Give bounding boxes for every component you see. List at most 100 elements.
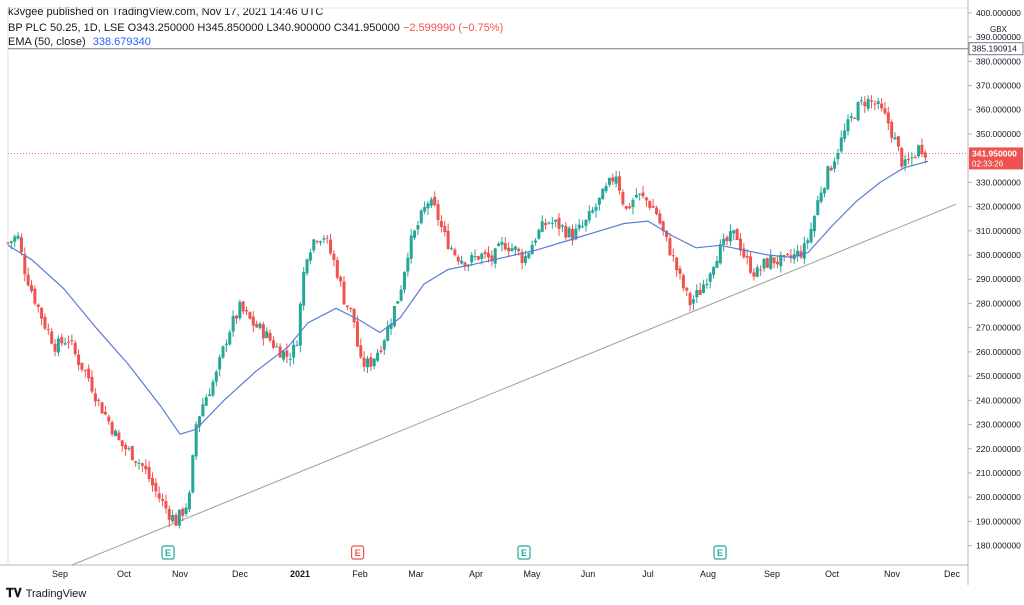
candle-body	[641, 192, 645, 197]
candle-body	[470, 255, 474, 263]
candle-body	[275, 346, 279, 348]
x-tick-label: Oct	[825, 569, 840, 579]
currency-label: GBX	[990, 25, 1008, 34]
candle-body	[712, 267, 716, 275]
candle-body	[36, 304, 40, 308]
last-price-label: 341.950000	[972, 148, 1017, 158]
candle-body	[594, 206, 598, 211]
candle-body	[715, 260, 719, 268]
candle-body	[866, 98, 870, 109]
candle-body	[557, 217, 561, 229]
candle-body	[285, 350, 289, 357]
earnings-marker-label: E	[717, 548, 723, 558]
candle-body	[675, 257, 679, 271]
candle-body	[671, 255, 675, 257]
y-tick-label: 180.000000	[976, 541, 1021, 551]
earnings-marker	[351, 545, 365, 560]
candle-body	[83, 369, 87, 371]
candle-body	[423, 207, 427, 212]
candle-body	[544, 223, 548, 226]
candle-body	[130, 446, 134, 461]
candle-body	[755, 267, 759, 277]
candle-body	[187, 492, 191, 510]
ema-legend[interactable]: EMA (50, close) 338.679340	[8, 36, 151, 48]
y-tick-label: 370.000000	[976, 80, 1021, 90]
candle-body	[416, 225, 420, 230]
y-tick-label: 200.000000	[976, 492, 1021, 502]
candle-body	[698, 289, 702, 295]
candle-body	[665, 230, 669, 238]
countdown-label: 02:33:26	[972, 159, 1004, 168]
candle-body	[624, 206, 628, 209]
candle-body	[13, 236, 17, 242]
candle-body	[201, 404, 205, 417]
candle-body	[893, 137, 897, 140]
x-tick-label: 2021	[290, 569, 310, 579]
candle-body	[668, 238, 672, 256]
candle-body	[638, 193, 642, 195]
candle-body	[127, 447, 131, 449]
candle-body	[816, 200, 820, 216]
candle-body	[604, 186, 608, 192]
candle-body	[678, 268, 682, 274]
candle-body	[661, 221, 665, 232]
y-tick-label: 230.000000	[976, 420, 1021, 430]
candle-body	[654, 207, 658, 215]
candle-body	[829, 167, 833, 171]
candle-body	[574, 228, 578, 240]
candle-body	[913, 156, 917, 158]
footer-brand[interactable]: 𝐓𝐕 TradingView	[6, 586, 86, 601]
candle-body	[288, 358, 292, 360]
candle-body	[181, 508, 185, 516]
candle-body	[534, 240, 538, 243]
candle-body	[268, 332, 272, 341]
candle-body	[486, 252, 490, 258]
candle-body	[208, 394, 212, 397]
earnings-marker	[161, 545, 175, 560]
candle-body	[809, 228, 813, 243]
candle-body	[339, 276, 343, 282]
candle-body	[90, 376, 94, 392]
candle-body	[681, 275, 685, 289]
earnings-marker-label: E	[355, 548, 361, 558]
candle-body	[359, 345, 363, 358]
candle-body	[355, 321, 359, 347]
candle-body	[483, 251, 487, 254]
candle-body	[198, 416, 202, 427]
y-tick-label: 330.000000	[976, 177, 1021, 187]
candle-body	[890, 121, 894, 138]
price-chart[interactable]: 400.000000 390.000000 380.000000 370.000000…	[0, 0, 1024, 585]
candle-body	[399, 289, 403, 301]
candle-body	[302, 272, 306, 306]
candle-body	[833, 161, 837, 169]
candle-body	[33, 288, 37, 304]
candle-body	[154, 482, 158, 492]
candle-body	[856, 102, 860, 121]
candle-body	[523, 256, 527, 263]
candle-body	[322, 238, 326, 240]
candle-body	[366, 358, 370, 368]
candle-body	[282, 351, 286, 360]
candle-body	[379, 350, 383, 352]
candle-body	[870, 100, 874, 102]
candle-body	[587, 211, 591, 221]
candle-body	[70, 340, 74, 342]
candle-body	[685, 287, 689, 291]
candle-body	[349, 307, 353, 309]
candle-body	[292, 344, 296, 358]
candle-body	[702, 284, 706, 293]
x-tick-label: Jul	[642, 569, 654, 579]
x-tick-label: Nov	[172, 569, 189, 579]
candle-body	[100, 402, 104, 414]
candle-body	[628, 206, 632, 209]
candle-body	[601, 188, 605, 200]
symbol-name[interactable]: BP PLC	[8, 22, 47, 34]
candle-body	[917, 145, 921, 157]
candle-body	[786, 253, 790, 255]
y-tick-label: 250.000000	[976, 371, 1021, 381]
candle-body	[315, 241, 319, 243]
y-tick-label: 280.000000	[976, 298, 1021, 308]
candle-body	[581, 226, 585, 228]
y-tick-label: 310.000000	[976, 226, 1021, 236]
candle-body	[382, 340, 386, 350]
